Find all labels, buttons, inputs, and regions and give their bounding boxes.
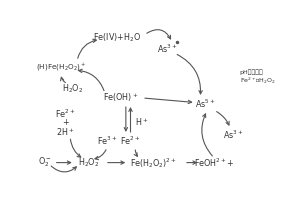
Text: As$^{3+}$: As$^{3+}$ (158, 42, 178, 55)
Text: As$^{3+}$: As$^{3+}$ (223, 129, 243, 141)
Text: 2H$^+$: 2H$^+$ (56, 126, 75, 138)
Text: H$_2$O$_2$: H$_2$O$_2$ (62, 82, 83, 95)
Text: (H)Fe(H$_2$O$_2$)$^+$: (H)Fe(H$_2$O$_2$)$^+$ (36, 61, 86, 73)
Text: FeOH$^{2+}$+: FeOH$^{2+}$+ (194, 156, 234, 169)
Text: Fe$^{3+}$: Fe$^{3+}$ (97, 135, 118, 147)
Text: H$_2$O$_2$: H$_2$O$_2$ (78, 156, 99, 169)
Text: +: + (62, 118, 69, 127)
Text: Fe(IV)+H$_2$O: Fe(IV)+H$_2$O (92, 32, 141, 44)
Text: pH由酸性变
Fe$^{2+}$与H$_2$O$_2$: pH由酸性变 Fe$^{2+}$与H$_2$O$_2$ (240, 69, 276, 86)
Text: O$_2^-$: O$_2^-$ (38, 156, 51, 169)
Text: Fe(H$_2$O$_2$)$^{2+}$: Fe(H$_2$O$_2$)$^{2+}$ (130, 156, 177, 170)
Text: H$^+$: H$^+$ (135, 117, 149, 128)
Text: As$^{5+}$: As$^{5+}$ (195, 98, 215, 110)
Text: Fe$^{2+}$: Fe$^{2+}$ (120, 135, 141, 147)
Text: Fe(OH)$^+$: Fe(OH)$^+$ (103, 92, 139, 104)
Text: Fe$^{2+}$: Fe$^{2+}$ (55, 107, 76, 120)
